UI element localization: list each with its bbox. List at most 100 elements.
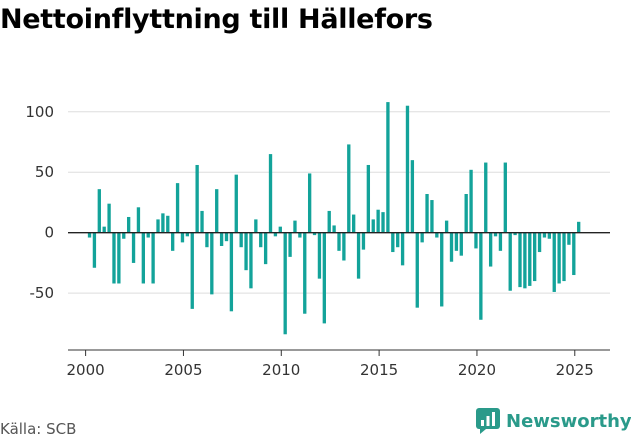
bar: [493, 232, 498, 237]
bar: [327, 210, 331, 233]
bar: [229, 232, 234, 312]
bar: [420, 232, 424, 243]
bar: [376, 209, 380, 233]
bar: [263, 232, 268, 265]
bar: [92, 232, 97, 268]
bar: [180, 232, 185, 243]
bar: [498, 232, 503, 251]
bar: [136, 207, 141, 233]
bar: [513, 232, 517, 236]
bar: [484, 162, 488, 233]
bar: [386, 102, 390, 233]
bar: [151, 232, 155, 284]
bar: [464, 194, 468, 233]
bar: [552, 232, 556, 292]
bar: [396, 232, 400, 248]
bar: [435, 232, 439, 238]
bar: [444, 220, 449, 233]
bar: [205, 232, 209, 248]
bar: [410, 160, 415, 233]
bar: [190, 232, 194, 309]
bar: [244, 232, 248, 271]
newsworthy-logo-icon: [476, 408, 500, 434]
bar: [126, 216, 131, 233]
y-tick-label: -50: [30, 284, 55, 302]
bar: [347, 144, 351, 233]
bar: [171, 232, 175, 251]
chart-title: Nettoinflyttning till Hällefors: [0, 4, 433, 35]
x-tick-label: 2020: [458, 361, 496, 379]
bar: [425, 194, 429, 233]
bar: [219, 232, 224, 246]
bar: [459, 232, 463, 256]
bar: [87, 232, 92, 238]
bar: [361, 232, 366, 250]
grid-lines: [68, 111, 610, 294]
bar: [312, 232, 317, 236]
y-tick-label: 100: [25, 103, 54, 121]
bar: [337, 232, 341, 251]
source-note: Källa: SCB: [0, 420, 77, 438]
bar: [533, 232, 537, 282]
bar: [391, 232, 395, 253]
bar: [572, 232, 576, 276]
bar: [488, 232, 493, 267]
x-tick-labels: 2000 2005 2010 2015 2020 2025: [67, 361, 594, 379]
bar: [146, 232, 150, 238]
bar: [200, 210, 204, 233]
bar: [102, 226, 106, 233]
x-tick-label: 2010: [262, 361, 300, 379]
bar: [161, 213, 165, 233]
bar: [356, 232, 361, 279]
bar: [112, 232, 116, 284]
bar: [342, 232, 346, 261]
bar: [288, 232, 292, 257]
bar: [259, 232, 263, 248]
y-tick-label: 0: [44, 224, 54, 242]
bar: [117, 232, 121, 284]
bar: [567, 232, 571, 245]
bar: [366, 164, 371, 233]
bar: [469, 169, 473, 233]
bar: [400, 232, 405, 266]
bar: [415, 232, 419, 308]
bar: [166, 215, 170, 233]
bar: [298, 232, 302, 238]
bar: [239, 232, 243, 248]
bar: [508, 232, 512, 291]
bar: [156, 219, 160, 233]
bar: [440, 232, 444, 307]
x-tick-label: 2000: [67, 361, 105, 379]
bar: [518, 232, 522, 288]
x-tick-label: 2025: [556, 361, 594, 379]
bar: [562, 232, 566, 282]
bar: [307, 173, 312, 233]
bar: [141, 232, 145, 284]
bar: [122, 232, 126, 239]
bar: [249, 232, 253, 289]
bar: [528, 232, 532, 286]
bar: [131, 232, 136, 263]
bar: [107, 203, 111, 233]
bar: [97, 189, 101, 233]
bar: [537, 232, 542, 253]
bar: [503, 162, 507, 233]
y-tick-label: 50: [35, 163, 54, 181]
bar: [547, 232, 552, 239]
bar: [449, 232, 454, 262]
bar: [283, 232, 287, 335]
bar: [268, 154, 273, 233]
bar: [175, 183, 180, 233]
bar: [254, 219, 258, 233]
bar: [430, 200, 434, 233]
y-tick-labels: -50 0 50 100: [25, 103, 54, 302]
bar: [474, 232, 478, 249]
bar: [303, 232, 307, 314]
bar: [234, 174, 238, 233]
bar: [185, 232, 190, 237]
bar: [557, 232, 561, 284]
bar-series: [87, 102, 581, 335]
x-tick-label: 2005: [164, 361, 202, 379]
x-axis: [68, 349, 610, 356]
bar: [332, 225, 336, 233]
